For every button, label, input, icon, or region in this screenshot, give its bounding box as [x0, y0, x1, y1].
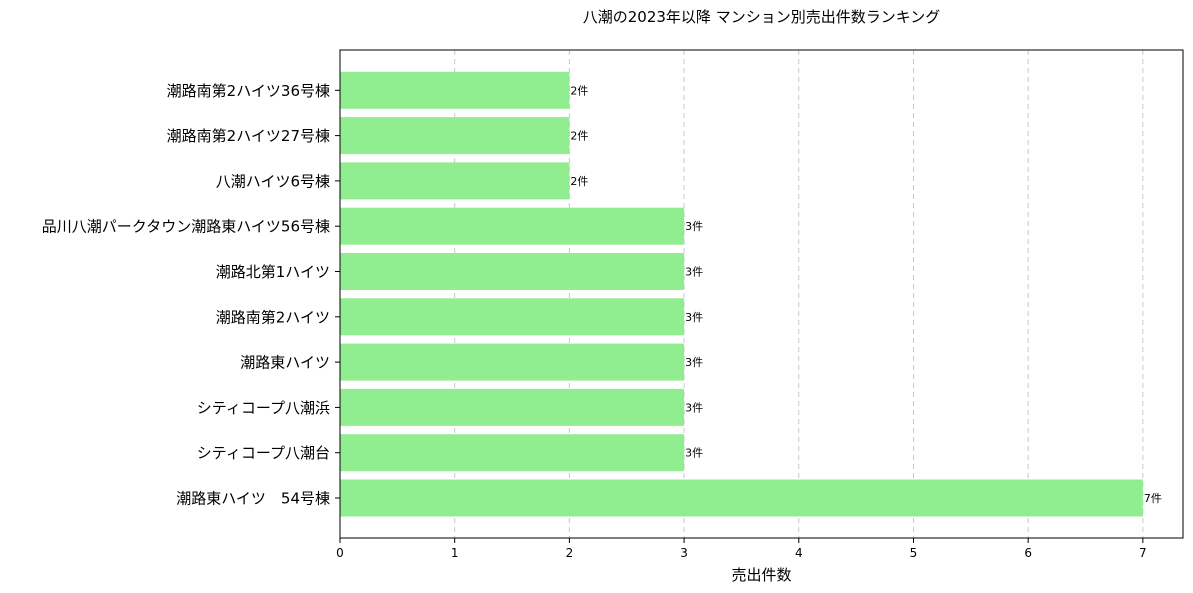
x-axis: 0 1 2 3 4 5 6 7 [336, 538, 1147, 560]
bar [340, 298, 685, 336]
chart-title: 八潮の2023年以降 マンション別売出件数ランキング [583, 8, 941, 26]
data-label: 3件 [685, 311, 703, 324]
y-tick-label: 潮路南第2ハイツ [216, 308, 330, 326]
y-tick-label: シティコープ八潮浜 [197, 399, 330, 417]
data-label: 3件 [685, 220, 703, 233]
data-label: 2件 [570, 130, 588, 143]
y-tick-label: 八潮ハイツ6号棟 [216, 172, 330, 190]
bar [340, 253, 685, 290]
data-label: 2件 [570, 175, 588, 188]
bar [340, 207, 685, 245]
plot-frame [339, 49, 1184, 539]
x-tick-label: 7 [1139, 546, 1147, 560]
bar [340, 162, 570, 200]
x-tick-label: 5 [910, 546, 918, 560]
y-tick-label: シティコープ八潮台 [197, 444, 330, 462]
y-tick-label: 潮路南第2ハイツ27号棟 [167, 127, 330, 145]
data-label: 7件 [1144, 492, 1162, 505]
x-tick-label: 4 [795, 546, 803, 560]
bar [340, 388, 685, 426]
x-tick-label: 3 [680, 546, 688, 560]
y-tick-label: 品川八潮パークタウン潮路東ハイツ56号棟 [42, 218, 330, 236]
bar [340, 71, 570, 109]
y-tick-label: 潮路南第2ハイツ36号棟 [167, 82, 330, 100]
bars [340, 71, 1143, 517]
x-axis-label: 売出件数 [731, 566, 791, 584]
y-tick-label: 潮路東ハイツ [240, 354, 330, 372]
data-label: 3件 [685, 447, 703, 460]
data-labels: 2件 2件 2件 3件 3件 3件 3件 3件 3件 7件 [570, 84, 1161, 505]
x-tick-label: 6 [1024, 546, 1032, 560]
x-tick-label: 1 [451, 546, 459, 560]
bar [340, 479, 1143, 517]
x-tick-label: 2 [566, 546, 574, 560]
x-tick-label: 0 [336, 546, 344, 560]
data-label: 3件 [685, 266, 703, 279]
y-axis: 潮路南第2ハイツ36号棟潮路南第2ハイツ27号棟八潮ハイツ6号棟品川八潮パークタ… [42, 82, 340, 508]
data-label: 3件 [685, 356, 703, 369]
data-label: 3件 [685, 401, 703, 414]
bar [340, 343, 685, 381]
bar [340, 434, 685, 472]
data-label: 2件 [570, 84, 588, 97]
bar [340, 117, 570, 155]
y-tick-label: 潮路北第1ハイツ [216, 263, 330, 281]
y-tick-label: 潮路東ハイツ 54号棟 [176, 490, 330, 508]
